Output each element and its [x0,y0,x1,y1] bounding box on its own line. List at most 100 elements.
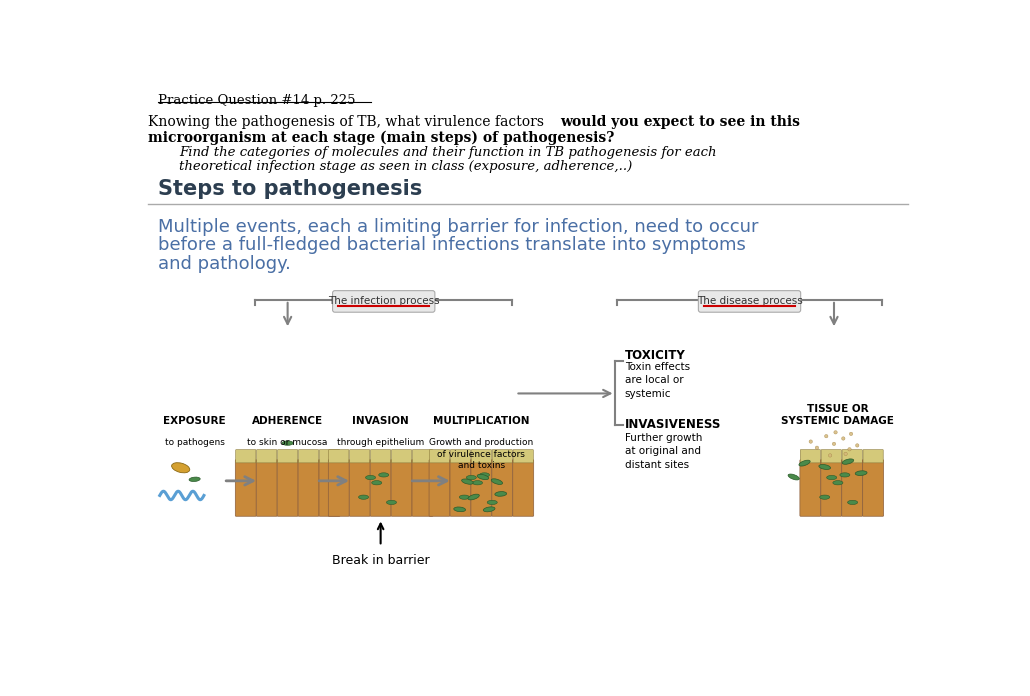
Text: INVASIVENESS: INVASIVENESS [625,418,721,431]
Text: EXPOSURE: EXPOSURE [164,416,226,426]
Ellipse shape [483,507,495,512]
Ellipse shape [379,473,388,477]
Text: microorganism at each stage (main steps) of pathogenesis?: microorganism at each stage (main steps)… [148,130,615,145]
Ellipse shape [494,491,507,496]
Ellipse shape [839,473,850,477]
Circle shape [844,452,848,456]
Ellipse shape [843,459,854,464]
Text: MULTIPLICATION: MULTIPLICATION [434,416,529,426]
Text: Practice Question #14 p. 225: Practice Question #14 p. 225 [159,94,355,107]
FancyBboxPatch shape [319,460,340,516]
Ellipse shape [366,475,376,480]
Circle shape [815,446,819,450]
FancyBboxPatch shape [863,460,884,516]
FancyBboxPatch shape [391,460,412,516]
FancyBboxPatch shape [842,460,863,516]
FancyBboxPatch shape [471,460,492,516]
Ellipse shape [491,479,503,484]
Text: theoretical infection stage as seen in class (exposure, adherence,..): theoretical infection stage as seen in c… [179,160,632,173]
FancyBboxPatch shape [843,450,862,463]
FancyBboxPatch shape [800,460,821,516]
Ellipse shape [833,481,843,485]
FancyBboxPatch shape [235,460,256,516]
Circle shape [832,442,835,445]
Ellipse shape [172,463,190,473]
Text: Further growth
at original and
distant sites: Further growth at original and distant s… [625,433,702,470]
FancyBboxPatch shape [236,450,255,463]
Ellipse shape [454,507,466,512]
Text: to skin or mucosa: to skin or mucosa [247,438,328,448]
FancyBboxPatch shape [492,460,513,516]
Text: Find the categories of molecules and their function in TB pathogenesis for each: Find the categories of molecules and the… [179,146,717,159]
Text: through epithelium: through epithelium [337,438,424,448]
Ellipse shape [473,481,482,485]
FancyBboxPatch shape [430,450,450,463]
FancyBboxPatch shape [430,460,450,516]
Text: The disease process: The disease process [696,296,802,306]
FancyBboxPatch shape [412,450,433,463]
Text: Growth and production
of virulence factors
and toxins: Growth and production of virulence facto… [430,438,534,470]
Ellipse shape [855,470,867,475]
Text: Break in barrier: Break in barrier [332,554,430,567]
Text: before a full-fledged bacterial infections translate into symptoms: before a full-fledged bacterial infectio… [159,237,746,254]
FancyBboxPatch shape [450,450,471,463]
Text: ADHERENCE: ADHERENCE [252,416,323,426]
FancyBboxPatch shape [821,460,842,516]
FancyBboxPatch shape [472,450,491,463]
FancyBboxPatch shape [256,460,277,516]
Ellipse shape [848,500,858,505]
Circle shape [828,454,832,457]
FancyBboxPatch shape [371,450,390,463]
FancyBboxPatch shape [698,291,800,313]
Ellipse shape [827,475,836,480]
Text: Knowing the pathogenesis of TB, what virulence factors: Knowing the pathogenesis of TB, what vir… [148,115,549,129]
Ellipse shape [282,441,294,445]
Text: Multiple events, each a limiting barrier for infection, need to occur: Multiple events, each a limiting barrier… [159,217,759,235]
FancyBboxPatch shape [513,460,534,516]
Circle shape [848,448,851,451]
Text: Steps to pathogenesis: Steps to pathogenesis [159,179,422,199]
Ellipse shape [372,481,382,485]
Ellipse shape [190,477,200,482]
Text: Toxin effects
are local or
systemic: Toxin effects are local or systemic [625,362,690,399]
FancyBboxPatch shape [349,450,370,463]
FancyBboxPatch shape [349,460,370,516]
Text: INVASION: INVASION [352,416,409,426]
Text: would you expect to see in this: would you expect to see in this [560,115,800,129]
Ellipse shape [819,464,830,470]
Ellipse shape [820,495,830,499]
FancyBboxPatch shape [333,291,435,313]
Text: The infection process: The infection process [328,296,440,306]
Text: TISSUE OR
SYSTEMIC DAMAGE: TISSUE OR SYSTEMIC DAMAGE [782,404,894,426]
FancyBboxPatch shape [329,450,349,463]
FancyBboxPatch shape [450,460,471,516]
Ellipse shape [386,500,397,505]
FancyBboxPatch shape [370,460,391,516]
FancyBboxPatch shape [298,460,319,516]
FancyBboxPatch shape [329,460,349,516]
Text: TOXICITY: TOXICITY [625,349,686,362]
FancyBboxPatch shape [863,450,883,463]
Ellipse shape [477,475,488,480]
Ellipse shape [479,473,489,477]
Text: and pathology.: and pathology. [159,255,291,274]
Ellipse shape [467,475,476,480]
Ellipse shape [468,494,479,500]
Circle shape [809,440,813,443]
Ellipse shape [799,460,811,466]
Ellipse shape [358,495,369,499]
FancyBboxPatch shape [277,450,298,463]
Text: to pathogens: to pathogens [165,438,225,448]
Circle shape [856,444,859,447]
FancyBboxPatch shape [800,450,821,463]
Ellipse shape [788,474,799,480]
Circle shape [834,431,837,434]
FancyBboxPatch shape [513,450,534,463]
FancyBboxPatch shape [821,450,842,463]
Circle shape [850,432,853,436]
FancyBboxPatch shape [319,450,340,463]
Ellipse shape [459,495,470,499]
FancyBboxPatch shape [412,460,433,516]
Ellipse shape [461,479,473,484]
FancyBboxPatch shape [256,450,277,463]
